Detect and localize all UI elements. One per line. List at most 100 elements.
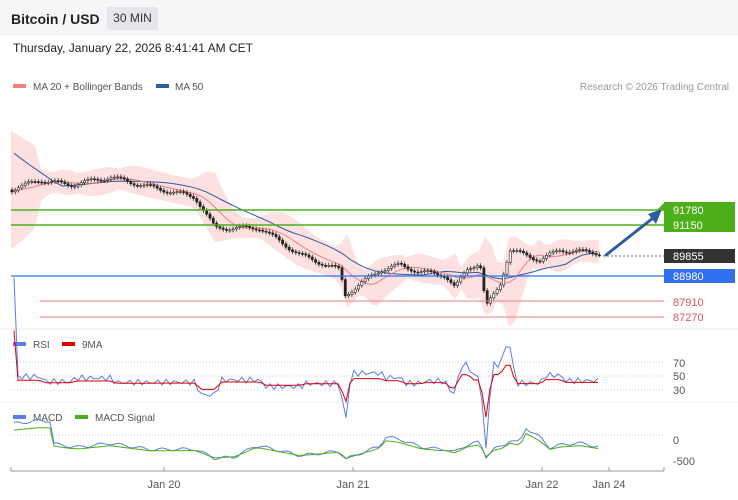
candle-body: [380, 271, 384, 274]
candle-body: [366, 275, 370, 279]
candle-body: [70, 185, 73, 187]
candle-body: [248, 226, 252, 228]
timestamp: Thursday, January 22, 2026 8:41:41 AM CE…: [13, 41, 253, 55]
candle-body: [221, 227, 225, 230]
candle-body: [498, 284, 502, 290]
candle-body: [551, 251, 555, 254]
candle-body: [489, 297, 492, 304]
macd-label-500: -500: [673, 456, 695, 468]
legend-swatch-macd: [13, 415, 26, 419]
candle-body: [46, 182, 50, 184]
candle-body: [512, 250, 516, 252]
candle-body: [287, 246, 291, 251]
candle-body: [376, 272, 380, 275]
candle-body: [314, 259, 318, 263]
candle-body: [515, 250, 519, 252]
candle-body: [535, 259, 539, 262]
candle-body: [119, 176, 123, 179]
candle-body: [581, 249, 585, 251]
last-price-box: [664, 249, 735, 263]
candle-body: [40, 181, 44, 184]
price-label-87910: 87910: [673, 297, 704, 309]
candle-body: [145, 184, 149, 186]
candle-body: [528, 254, 532, 258]
resistance-box: [664, 202, 735, 232]
candle-body: [50, 181, 54, 183]
candle-body: [244, 225, 248, 228]
legend-9ma: 9MA: [82, 340, 103, 351]
candle-body: [591, 252, 595, 255]
candle-body: [350, 291, 354, 295]
candle-body: [53, 180, 57, 182]
candle-body: [485, 290, 489, 304]
legend-macd-signal: MACD Signal: [95, 413, 155, 424]
candle-body: [538, 260, 542, 263]
legend-swatch-9ma: [62, 342, 75, 346]
candle-body: [545, 255, 549, 259]
candle-body: [502, 273, 506, 286]
candle-body: [462, 272, 466, 278]
candle-body: [423, 270, 426, 273]
candle-body: [155, 185, 159, 189]
macd-signal-line: [13, 427, 599, 459]
candle-body: [149, 184, 153, 186]
candle-body: [304, 253, 308, 256]
candle-body: [238, 226, 242, 228]
candle-body: [416, 271, 420, 274]
candle-body: [60, 180, 63, 183]
candle-body: [185, 192, 189, 195]
candle-body: [27, 181, 30, 184]
candle-body: [235, 227, 238, 230]
candle-body: [472, 267, 476, 270]
candle-body: [561, 250, 565, 253]
candle-body: [23, 182, 27, 186]
trend-arrow-icon: [604, 209, 662, 257]
timeframe-button[interactable]: 30 MIN: [107, 7, 158, 30]
candle-body: [17, 187, 21, 191]
candle-body: [390, 265, 393, 269]
chart-header: Bitcoin / USD 30 MIN: [0, 0, 738, 36]
legend-macd: MACD: [33, 413, 62, 424]
instrument-title: Bitcoin / USD: [11, 11, 100, 27]
legend-swatch-macd-signal: [75, 415, 88, 419]
candle-body: [93, 178, 96, 181]
candle-body: [258, 229, 261, 232]
candle-body: [541, 257, 545, 262]
candle-body: [310, 256, 314, 260]
candle-body: [300, 253, 304, 255]
candle-body: [182, 191, 186, 193]
legend-swatch-ma50: [156, 84, 169, 88]
candle-body: [112, 176, 116, 179]
candle-body: [386, 268, 390, 271]
candle-body: [165, 191, 169, 194]
candle-body: [178, 191, 182, 193]
candle-body: [274, 234, 278, 238]
candle-body: [479, 265, 483, 269]
candle-body: [597, 254, 601, 257]
candle-body: [188, 194, 192, 197]
candle-body: [172, 191, 176, 194]
candle-body: [525, 252, 529, 256]
candle-body: [584, 249, 588, 251]
candle-body: [198, 201, 202, 207]
candle-body: [277, 236, 281, 241]
candle-body: [241, 225, 245, 228]
x-label-jan22: Jan 22: [525, 479, 558, 491]
candle-body: [340, 267, 344, 280]
candle-body: [357, 284, 360, 290]
candle-body: [482, 267, 486, 291]
candle-body: [522, 250, 525, 254]
price-label-89855: 89855: [673, 251, 704, 263]
candle-body: [271, 232, 275, 235]
candle-body: [195, 198, 199, 203]
x-ticks: [10, 467, 665, 471]
candle-body: [36, 181, 40, 183]
rsi-label-50: 50: [673, 371, 685, 383]
candle-body: [205, 210, 209, 215]
candle-body: [343, 279, 347, 297]
candle-body: [564, 251, 568, 254]
candle-body: [267, 231, 271, 234]
candle-body: [281, 239, 285, 245]
candle-body: [518, 250, 522, 252]
candle-body: [588, 250, 591, 253]
